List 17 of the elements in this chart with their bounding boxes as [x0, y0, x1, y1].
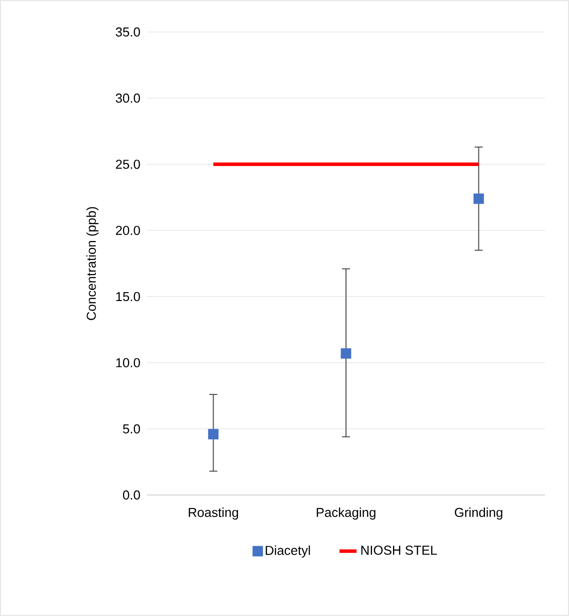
y-tick-label: 5.0 — [122, 424, 140, 434]
legend-label: NIOSH STEL — [361, 546, 437, 555]
y-tick-label: 0.0 — [122, 490, 140, 500]
y-tick-label: 25.0 — [116, 160, 140, 169]
point — [340, 348, 352, 359]
legend-label: Diacetyl — [266, 545, 310, 558]
point — [473, 193, 484, 204]
y-tick-label: 35.0 — [116, 27, 140, 37]
y-tick-label: 15.0 — [116, 292, 140, 302]
y-tick-label: 30.0 — [116, 94, 140, 103]
y-axis-title: Concentration (ppb) — [86, 207, 98, 320]
y-tick-label: 10.0 — [116, 358, 140, 368]
x-tick-label: Roasting — [188, 508, 238, 520]
x-tick-label: Packaging — [316, 508, 376, 520]
x-tick-label: Grinding — [454, 508, 502, 520]
y-tick-label: 20.0 — [116, 226, 140, 236]
point — [208, 428, 219, 440]
